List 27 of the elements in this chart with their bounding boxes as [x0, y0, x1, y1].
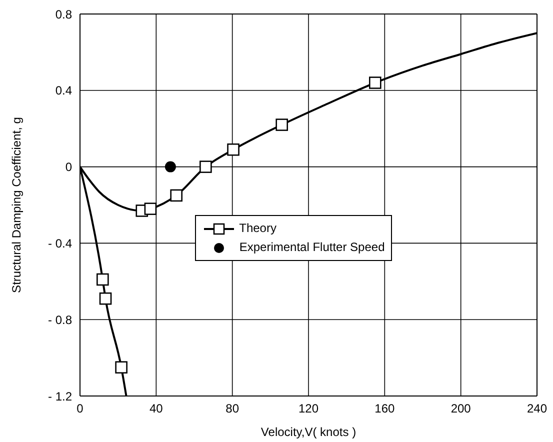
point — [170, 189, 182, 202]
legend-label: Theory — [239, 221, 276, 235]
y-tick-label: 0.8 — [55, 7, 72, 22]
x-tick-label: 200 — [450, 402, 472, 416]
x-tick-label: 240 — [526, 402, 548, 416]
y-tick-label: 0.4 — [55, 84, 72, 98]
point — [164, 161, 176, 172]
x-axis-title: Velocity,V( knots ) — [260, 425, 356, 439]
y-axis-title: Structural Damping Coefficient, g — [9, 117, 24, 293]
x-tick-label: 120 — [298, 402, 319, 416]
y-tick-label: - 0.8 — [48, 312, 72, 327]
point — [96, 273, 109, 286]
point — [276, 118, 288, 131]
x-tick-label: 80 — [226, 402, 240, 416]
x-tick-label: 40 — [149, 402, 164, 416]
y-tick-label: - 0.4 — [48, 236, 72, 250]
point — [200, 160, 212, 173]
y-tick-label: 0 — [65, 160, 72, 174]
legend-label: Experimental Flutter Speed — [239, 240, 385, 254]
x-tick-label: 160 — [374, 402, 395, 416]
y-tick-label: - 1.2 — [48, 389, 72, 404]
point — [368, 76, 382, 89]
point — [144, 202, 157, 215]
x-tick-label: 0 — [76, 402, 84, 416]
point — [99, 292, 112, 305]
point — [227, 143, 240, 156]
point — [115, 361, 128, 374]
